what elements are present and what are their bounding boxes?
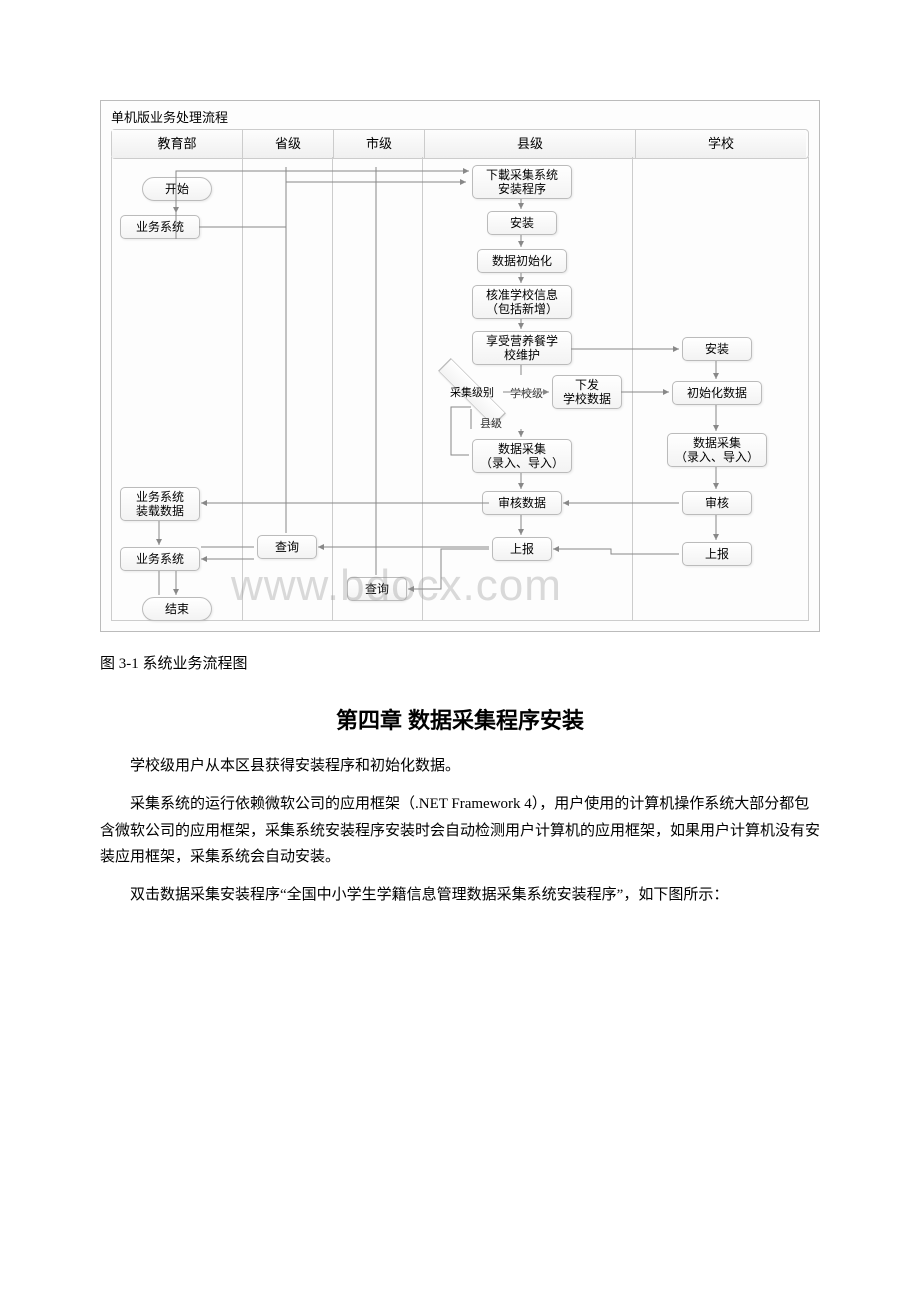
decision-label: 采集级别 — [442, 377, 502, 407]
lane-header: 学校 — [636, 130, 806, 158]
chapter-heading: 第四章 数据采集程序安装 — [100, 703, 820, 735]
paragraph: 学校级用户从本区县获得安装程序和初始化数据。 — [100, 753, 820, 779]
node-meal-school: 享受营养餐学 校维护 — [472, 331, 572, 365]
node-collect-school: 数据采集 （录入、导入） — [667, 433, 767, 467]
lane-header: 省级 — [243, 130, 334, 158]
node-query-province: 查询 — [257, 535, 317, 559]
edge-label-school: 学校级 — [510, 385, 543, 401]
node-issue-data: 下发 学校数据 — [552, 375, 622, 409]
lane-headers: 教育部 省级 市级 县级 学校 — [111, 129, 809, 159]
paragraph: 采集系统的运行依赖微软公司的应用框架（.NET Framework 4），用户使… — [100, 791, 820, 870]
node-report-county: 上报 — [492, 537, 552, 561]
node-review-county: 审核数据 — [482, 491, 562, 515]
node-install-school: 安装 — [682, 337, 752, 361]
node-init-school: 初始化数据 — [672, 381, 762, 405]
node-install-county: 安装 — [487, 211, 557, 235]
node-biz-system-2: 业务系统 — [120, 547, 200, 571]
node-verify-school: 核准学校信息 （包括新增） — [472, 285, 572, 319]
terminator-start: 开始 — [142, 177, 212, 201]
decision-collect-level: 采集级别 — [442, 377, 502, 407]
terminator-end: 结束 — [142, 597, 212, 621]
node-review-school: 审核 — [682, 491, 752, 515]
lane-header: 县级 — [425, 130, 636, 158]
node-load-data: 业务系统 装载数据 — [120, 487, 200, 521]
node-biz-system: 业务系统 — [120, 215, 200, 239]
figure-caption: 图 3-1 系统业务流程图 — [100, 652, 820, 673]
edge-label-county: 县级 — [480, 415, 502, 431]
node-download: 下載采集系统 安装程序 — [472, 165, 572, 199]
paragraph: 双击数据采集安装程序“全国中小学生学籍信息管理数据采集系统安装程序”，如下图所示… — [100, 882, 820, 908]
node-query-city: 查询 — [347, 577, 407, 601]
node-init-county: 数据初始化 — [477, 249, 567, 273]
flowchart-container: 单机版业务处理流程 教育部 省级 市级 县级 学校 开始 业务系统 业务系统 装… — [100, 100, 820, 632]
node-collect-county: 数据采集 （录入、导入） — [472, 439, 572, 473]
lanes-body: 开始 业务系统 业务系统 装载数据 业务系统 结束 查询 查询 下載采集系统 安… — [111, 157, 809, 621]
lane-header: 市级 — [334, 130, 425, 158]
node-report-school: 上报 — [682, 542, 752, 566]
lane-header: 教育部 — [112, 130, 243, 158]
diagram-title: 单机版业务处理流程 — [111, 107, 228, 126]
